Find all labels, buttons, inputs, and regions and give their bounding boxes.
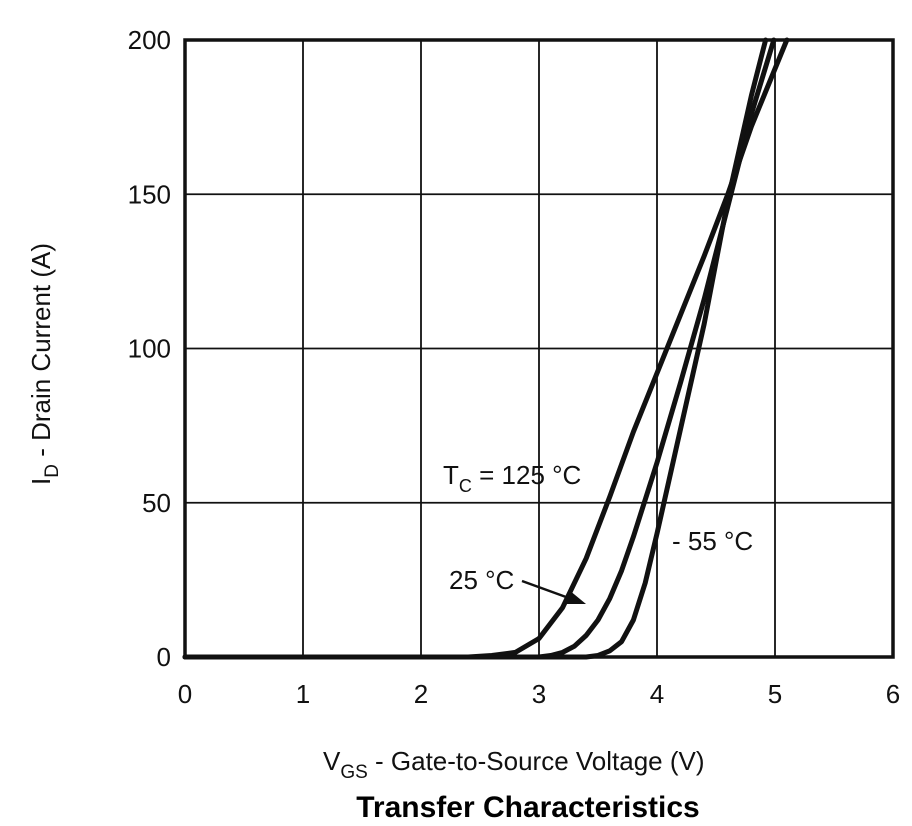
series-line-0 [182, 37, 790, 660]
y-tick-label: 200 [128, 25, 171, 55]
annotation-arrow-line [521, 579, 567, 599]
x-tick-label: 5 [768, 679, 782, 709]
x-tick-label: 3 [532, 679, 546, 709]
x-tick-label: 4 [650, 679, 664, 709]
annotation-25c: 25 °C [449, 565, 514, 595]
y-tick-label: 50 [142, 488, 171, 518]
x-tick-label: 0 [178, 679, 192, 709]
x-axis-title: VGS - Gate-to-Source Voltage (V) [323, 746, 705, 783]
y-tick-labels: 0 50 100 150 200 [128, 25, 171, 672]
x-tick-label: 6 [886, 679, 900, 709]
gridlines [184, 39, 894, 658]
x-tick-label: 1 [296, 679, 310, 709]
y-axis-title: ID - Drain Current (A) [26, 243, 63, 485]
annotation-arrow-head [562, 590, 586, 604]
series-lines [182, 37, 790, 660]
chart-title: Transfer Characteristics [356, 791, 700, 824]
series-line-1 [182, 37, 777, 660]
x-tick-label: 2 [414, 679, 428, 709]
y-tick-label: 100 [128, 334, 171, 364]
series-line-2 [182, 37, 769, 660]
annotation-tc-125: TC = 125 °C [443, 460, 581, 496]
plot-frame [183, 38, 895, 659]
y-tick-label: 0 [157, 642, 171, 672]
x-tick-labels: 0 1 2 3 4 5 6 [178, 679, 900, 709]
annotation-minus-55c: - 55 °C [672, 526, 753, 556]
y-tick-label: 150 [128, 179, 171, 209]
